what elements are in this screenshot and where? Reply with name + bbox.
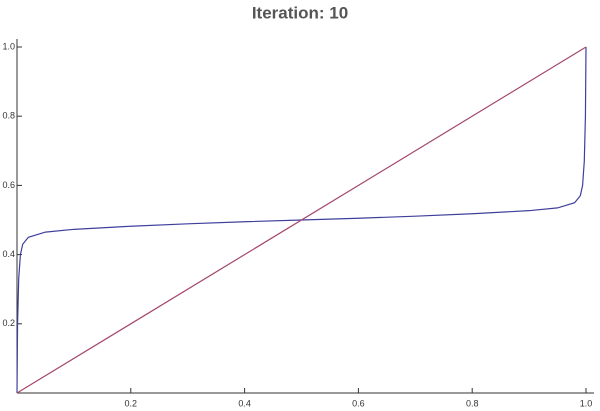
chart-title: Iteration: 10 bbox=[252, 3, 348, 22]
y-tick-label: 0.6 bbox=[2, 180, 15, 190]
y-tick-label: 0.4 bbox=[2, 249, 15, 259]
line-series bbox=[16, 46, 587, 394]
y-tick-label: 0.8 bbox=[2, 111, 15, 121]
x-tick-label: 0.8 bbox=[466, 398, 479, 408]
y-tick-label: 0.2 bbox=[2, 318, 15, 328]
x-tick-label: 0.4 bbox=[238, 398, 251, 408]
y-tick-label: 1.0 bbox=[2, 41, 15, 51]
x-tick-label: 0.6 bbox=[352, 398, 365, 408]
x-tick-label: 0.2 bbox=[125, 398, 138, 408]
x-tick-label: 1.0 bbox=[580, 398, 593, 408]
